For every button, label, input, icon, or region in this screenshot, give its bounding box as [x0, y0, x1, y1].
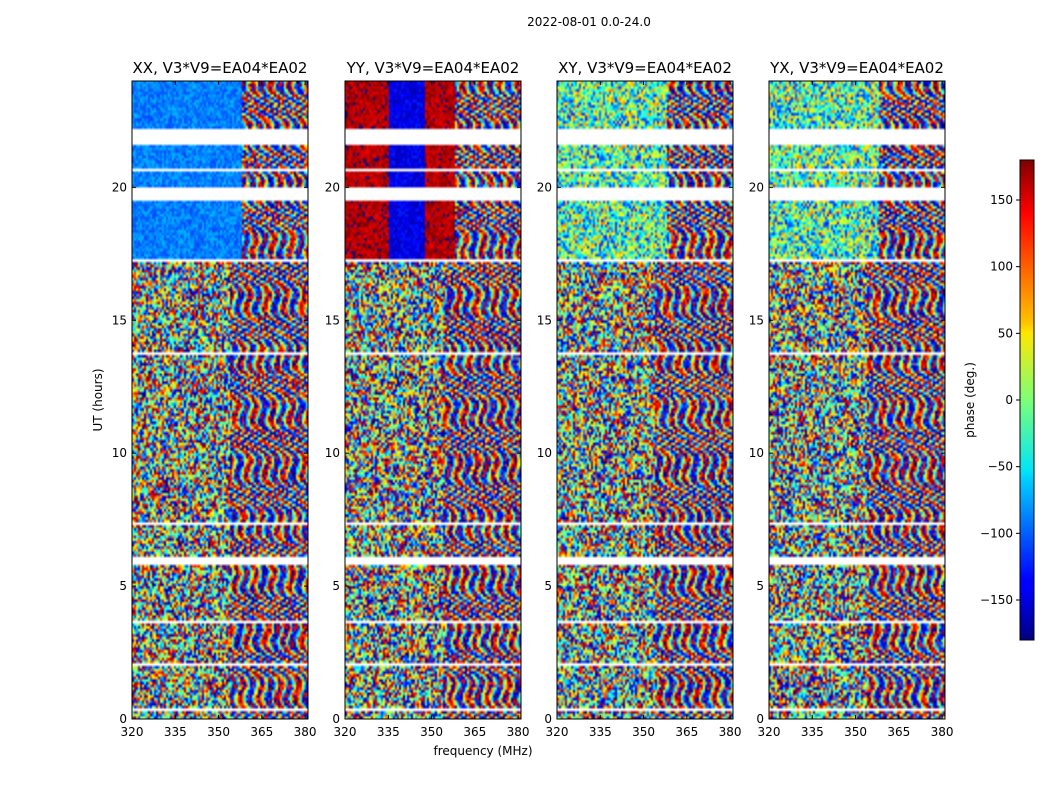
y-tick-label: 10 [112, 446, 127, 460]
y-tick-label: 10 [325, 446, 340, 460]
colorbar-tick-label: −150 [980, 593, 1013, 607]
panel-xy: XY, V3*V9=EA04*EA02 0 5 10 15 20 320 335 350 365 3… [537, 59, 742, 739]
x-tick-label: 365 [463, 725, 486, 739]
panel-yx: YX, V3*V9=EA04*EA02 0 5 10 15 20 320 335 350 365 3… [749, 59, 954, 739]
x-axis-label: frequency (MHz) [433, 744, 532, 758]
y-tick-label: 10 [749, 446, 764, 460]
panel-yy: YY, V3*V9=EA04*EA02 0 5 10 15 20 320 335 350 365 3… [325, 59, 530, 739]
y-tick-label: 10 [537, 446, 552, 460]
phase-waterfall-yx [769, 81, 945, 719]
plot-frame [768, 80, 946, 720]
panels: XX, V3*V9=EA04*EA02 0 5 10 15 20 320 335 350 365 3… [112, 59, 954, 739]
y-tick-label: 5 [332, 579, 340, 593]
panel-title: YX, V3*V9=EA04*EA02 [769, 59, 944, 77]
y-tick-label: 0 [756, 712, 764, 726]
y-tick-label: 20 [112, 180, 127, 194]
x-tick-label: 380 [931, 725, 954, 739]
plot-frame [131, 80, 309, 720]
colorbar-ticks: 150 100 50 0 −50 −100 −150 [980, 193, 1020, 607]
y-tick-label: 20 [537, 180, 552, 194]
colorbar-tick-label: −50 [988, 460, 1013, 474]
x-tick-label: 365 [887, 725, 910, 739]
y-tick-label: 0 [332, 712, 340, 726]
phase-waterfall-xy [557, 81, 733, 719]
x-tick-label: 335 [164, 725, 187, 739]
y-tick-label: 20 [749, 180, 764, 194]
x-tick-label: 350 [420, 725, 443, 739]
colorbar-tick-label: 150 [990, 193, 1013, 207]
y-tick-label: 15 [325, 313, 340, 327]
plot-frame [344, 80, 522, 720]
panel-title: YY, V3*V9=EA04*EA02 [346, 59, 520, 77]
y-tick-label: 15 [749, 313, 764, 327]
y-tick-label: 0 [119, 712, 127, 726]
colorbar-tick-label: 50 [998, 326, 1013, 340]
y-tick-label: 5 [119, 579, 127, 593]
panel-title: XY, V3*V9=EA04*EA02 [558, 59, 732, 77]
x-tick-label: 365 [250, 725, 273, 739]
x-tick-label: 350 [844, 725, 867, 739]
x-tick-label: 320 [334, 725, 357, 739]
colorbar-gradient [1019, 159, 1035, 641]
phase-waterfall-yy [345, 81, 521, 719]
y-tick-label: 15 [112, 313, 127, 327]
colorbar-label: phase (deg.) [963, 362, 977, 438]
y-tick-label: 0 [544, 712, 552, 726]
x-tick-label: 350 [207, 725, 230, 739]
x-tick-label: 365 [675, 725, 698, 739]
x-tick-label: 320 [121, 725, 144, 739]
y-tick-label: 5 [756, 579, 764, 593]
figure-suptitle: 2022-08-01 0.0-24.0 [527, 15, 651, 29]
colorbar-tick-label: 100 [990, 260, 1013, 274]
colorbar-tick-label: −100 [980, 526, 1013, 540]
x-tick-label: 350 [632, 725, 655, 739]
plot-frame [556, 80, 734, 720]
x-tick-label: 380 [294, 725, 317, 739]
x-tick-label: 380 [507, 725, 530, 739]
y-tick-label: 15 [537, 313, 552, 327]
phase-waterfall-xx [132, 81, 308, 719]
y-tick-label: 5 [544, 579, 552, 593]
x-tick-label: 335 [589, 725, 612, 739]
colorbar-tick-label: 0 [1005, 393, 1013, 407]
x-tick-label: 380 [719, 725, 742, 739]
y-tick-label: 20 [325, 180, 340, 194]
x-tick-label: 335 [377, 725, 400, 739]
x-tick-label: 320 [546, 725, 569, 739]
panel-xx: XX, V3*V9=EA04*EA02 0 5 10 15 20 320 335 350 365 3… [112, 59, 317, 739]
colorbar: 150 100 50 0 −50 −100 −150 phase (deg.) [963, 159, 1035, 641]
y-axis-label: UT (hours) [91, 368, 105, 431]
x-tick-label: 320 [758, 725, 781, 739]
x-tick-label: 335 [801, 725, 824, 739]
panel-title: XX, V3*V9=EA04*EA02 [133, 59, 308, 77]
